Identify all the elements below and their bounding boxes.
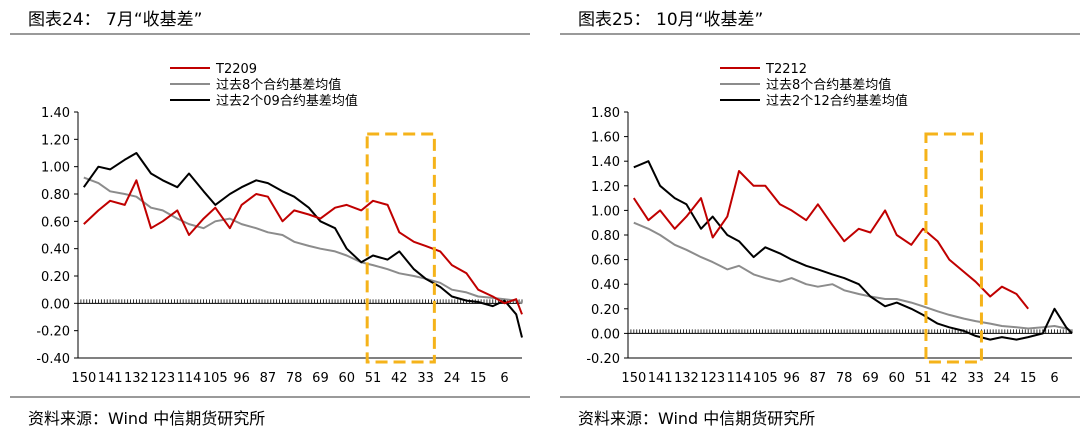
title-divider <box>10 33 530 35</box>
x-tick-label: 87 <box>810 371 827 386</box>
x-tick-label: 42 <box>391 371 408 386</box>
x-tick-label: 105 <box>203 371 228 386</box>
x-tick-label: 141 <box>648 371 673 386</box>
series-line-0 <box>632 170 1029 310</box>
y-tick-label: 0.20 <box>41 270 70 285</box>
zero-axis-ticks <box>77 299 523 304</box>
x-tick-label: 132 <box>124 371 149 386</box>
y-tick-label: 0.60 <box>591 254 620 269</box>
x-tick-label: 60 <box>888 371 905 386</box>
x-tick-label: 150 <box>71 371 96 386</box>
title-divider <box>560 33 1080 35</box>
y-tick-label: 1.40 <box>591 155 620 170</box>
y-tick-label: 1.80 <box>591 106 620 121</box>
source-divider <box>10 396 530 398</box>
x-tick-label: 51 <box>915 371 932 386</box>
x-tick-label: 24 <box>444 371 461 386</box>
y-tick-label: 1.20 <box>41 133 70 148</box>
x-tick-label: 6 <box>1050 371 1058 386</box>
chart-title: 图表24： 7月“收基差” <box>28 10 203 30</box>
x-tick-label: 114 <box>727 371 752 386</box>
y-tick-label: 0.40 <box>591 278 620 293</box>
x-tick-label: 33 <box>967 371 984 386</box>
chart-panel-right: 图表25： 10月“收基差” 1.80 1.60 1.40 1.20 1.00 0.80 0… <box>550 0 1080 435</box>
x-tick-label: 15 <box>470 371 487 386</box>
y-tick-label: 1.00 <box>41 161 70 176</box>
x-tick-label: 15 <box>1020 371 1037 386</box>
x-tick-label: 132 <box>674 371 699 386</box>
source-divider <box>560 396 1080 398</box>
x-tick-label: 60 <box>338 371 355 386</box>
legend-label-0: T2209 <box>215 62 257 77</box>
x-tick-label: 69 <box>862 371 879 386</box>
legend-label-1: 过去8个合约基差均值 <box>766 77 891 93</box>
legend-label-1: 过去8个合约基差均值 <box>216 77 341 93</box>
highlight-box <box>924 132 983 364</box>
x-tick-label: 87 <box>260 371 277 386</box>
y-tick-label: 0.60 <box>41 215 70 230</box>
x-tick-label: 141 <box>98 371 123 386</box>
y-tick-label: 0.00 <box>591 327 620 342</box>
legend-label-2: 过去2个12合约基差均值 <box>766 93 908 109</box>
source-note: 资料来源：Wind 中信期货研究所 <box>578 409 816 428</box>
y-tick-label: 1.00 <box>591 204 620 219</box>
x-tick-label: 123 <box>700 371 725 386</box>
y-tick-label: 0.40 <box>41 243 70 258</box>
zero-axis-ticks <box>627 329 1073 334</box>
y-tick-label: -0.40 <box>36 352 70 367</box>
x-tick-label: 42 <box>941 371 958 386</box>
y-tick-label: 0.80 <box>591 229 620 244</box>
series-line-2 <box>82 152 523 338</box>
series-line-1 <box>83 176 523 305</box>
x-tick-label: 24 <box>994 371 1011 386</box>
y-tick-label: 1.60 <box>591 131 620 146</box>
y-tick-label: 0.00 <box>41 297 70 312</box>
source-note: 资料来源：Wind 中信期货研究所 <box>28 409 266 428</box>
series-line-1 <box>633 221 1073 332</box>
x-tick-label: 51 <box>365 371 382 386</box>
x-tick-label: 150 <box>621 371 646 386</box>
basis-line-chart-24: 1.40 1.20 1.00 0.80 0.60 0.40 0.20 0.00 -0.20 -0.… <box>36 62 523 386</box>
x-tick-label: 78 <box>836 371 853 386</box>
y-tick-label: -0.20 <box>586 352 620 367</box>
x-tick-label: 96 <box>783 371 800 386</box>
y-tick-label: 0.20 <box>591 303 620 318</box>
x-tick-label: 69 <box>312 371 329 386</box>
x-tick-label: 123 <box>150 371 175 386</box>
series-line-2 <box>633 160 1073 341</box>
y-tick-label: 0.80 <box>41 188 70 203</box>
legend-label-2: 过去2个09合约基差均值 <box>216 93 358 109</box>
x-tick-label: 78 <box>286 371 303 386</box>
chart-panel-left: 图表24： 7月“收基差” 1.40 1.20 1.00 0.80 0.60 0.40 0.… <box>0 0 530 435</box>
x-tick-label: 114 <box>177 371 202 386</box>
y-tick-label: -0.20 <box>36 325 70 340</box>
x-tick-label: 105 <box>753 371 778 386</box>
highlight-box <box>365 132 436 364</box>
y-tick-label: 1.40 <box>41 106 70 121</box>
x-tick-label: 96 <box>233 371 250 386</box>
y-tick-label: 1.20 <box>591 180 620 195</box>
x-tick-label: 6 <box>500 371 508 386</box>
basis-line-chart-25: 1.80 1.60 1.40 1.20 1.00 0.80 0.60 0.40 0.20 0.00… <box>586 62 1073 386</box>
chart-title: 图表25： 10月“收基差” <box>578 10 764 30</box>
legend-label-0: T2212 <box>765 62 807 77</box>
series-line-0 <box>83 179 523 315</box>
x-tick-label: 33 <box>417 371 434 386</box>
